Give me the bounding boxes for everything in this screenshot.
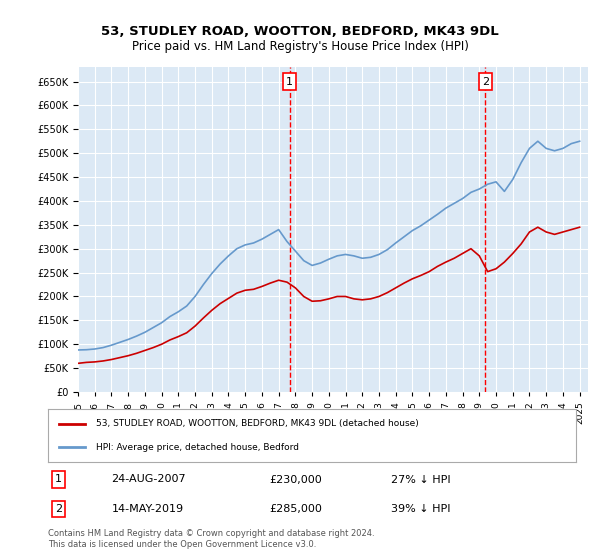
Text: Contains HM Land Registry data © Crown copyright and database right 2024.
This d: Contains HM Land Registry data © Crown c… xyxy=(48,529,374,549)
Text: £230,000: £230,000 xyxy=(270,474,323,484)
Text: 53, STUDLEY ROAD, WOOTTON, BEDFORD, MK43 9DL (detached house): 53, STUDLEY ROAD, WOOTTON, BEDFORD, MK43… xyxy=(95,419,418,428)
Text: £285,000: £285,000 xyxy=(270,504,323,514)
Text: 39% ↓ HPI: 39% ↓ HPI xyxy=(391,504,451,514)
Text: Price paid vs. HM Land Registry's House Price Index (HPI): Price paid vs. HM Land Registry's House … xyxy=(131,40,469,53)
Text: 2: 2 xyxy=(55,504,62,514)
Text: 27% ↓ HPI: 27% ↓ HPI xyxy=(391,474,451,484)
Text: 53, STUDLEY ROAD, WOOTTON, BEDFORD, MK43 9DL: 53, STUDLEY ROAD, WOOTTON, BEDFORD, MK43… xyxy=(101,25,499,38)
Text: 1: 1 xyxy=(286,77,293,87)
Text: 14-MAY-2019: 14-MAY-2019 xyxy=(112,504,184,514)
Text: 24-AUG-2007: 24-AUG-2007 xyxy=(112,474,186,484)
Text: 1: 1 xyxy=(55,474,62,484)
Text: HPI: Average price, detached house, Bedford: HPI: Average price, detached house, Bedf… xyxy=(95,442,299,451)
Text: 2: 2 xyxy=(482,77,489,87)
